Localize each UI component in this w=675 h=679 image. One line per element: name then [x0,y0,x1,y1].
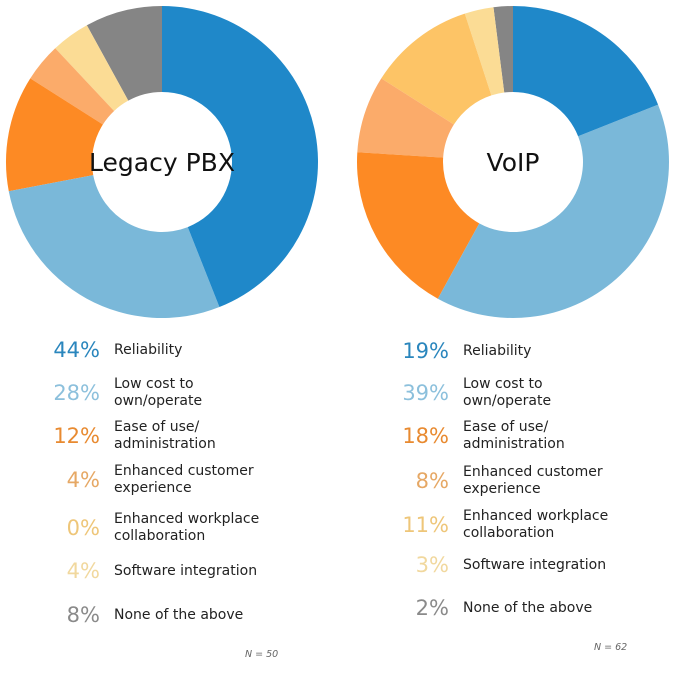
legend-item: 18% Ease of use/ administration [389,419,613,452]
donut-slice-enhanced-customer-experience [357,78,454,158]
legend-item: 12% Ease of use/ administration [40,419,264,452]
legend-item: 39% Low cost to own/operate [389,376,613,409]
donut-slice-low-cost-to-own-operate [437,104,669,318]
donut-slice-none-of-the-above [493,6,513,93]
donut-slice-software-integration [55,25,129,111]
legend-label: None of the above [114,606,244,623]
legend-label: Enhanced workplace collaboration [463,508,609,541]
legend-value: 11% [402,513,449,537]
legend-value: 4% [66,559,100,583]
donut-slice-reliability [162,6,319,308]
legend-item: 11% Enhanced workplace collaboration [389,508,613,541]
legend-label: Ease of use/ administration [463,419,565,452]
legend-value: 0% [66,516,100,540]
donut-slice-software-integration [464,7,505,96]
legend-value: 19% [402,339,449,363]
donut-slice-ease-of-use-administration [5,78,103,192]
legend-label: Ease of use/ administration [114,419,216,452]
legend-value: 8% [66,603,100,627]
voip-donut: VoIP [357,6,669,318]
donut-slice-ease-of-use-administration [357,152,480,299]
donut-slice-enhanced-customer-experience [30,48,115,125]
legend-item: 0% Enhanced workplace collaboration [40,511,264,544]
donut-slice-enhanced-workplace-collaboration [381,13,492,125]
legend-label: Enhanced workplace collaboration [114,511,260,544]
legend-item: 4% Enhanced customer experience [40,463,264,496]
legend-value: 18% [402,424,449,448]
legend-item: 2% None of the above [389,594,663,622]
donut-slice-reliability [513,6,659,137]
legend-label: Software integration [114,562,258,579]
legend-value: 44% [53,338,100,362]
donut-slice-low-cost-to-own-operate [8,175,220,318]
legend-label: Enhanced customer experience [114,463,254,496]
legend-label: Reliability [114,341,183,358]
legend-label: Reliability [463,342,532,359]
legend-value: 12% [53,424,100,448]
legacy-pbx-sample-size: N = 50 [245,649,279,660]
legend-label: None of the above [463,599,593,616]
legend-item: 28% Low cost to own/operate [40,376,264,409]
legend-value: 8% [415,469,449,493]
legend-value: 2% [415,596,449,620]
voip-center-label: VoIP [487,148,540,177]
legend-item: 8% Enhanced customer experience [389,464,613,497]
legend-label: Low cost to own/operate [463,376,552,409]
legend-label: Low cost to own/operate [114,376,203,409]
legend-label: Enhanced customer experience [463,464,603,497]
donut-slice-none-of-the-above [86,6,162,101]
legend-item: 4% Software integration [40,557,314,585]
legend-item: 3% Software integration [389,551,663,579]
legend-value: 28% [53,381,100,405]
legacy-pbx-center-label: Legacy PBX [89,148,235,177]
legend-value: 39% [402,381,449,405]
voip-sample-size: N = 62 [594,642,628,653]
legend-item: 8% None of the above [40,601,314,629]
legend-value: 3% [415,553,449,577]
legend-value: 4% [66,468,100,492]
legacy-pbx-donut: Legacy PBX [5,6,319,318]
legend-label: Software integration [463,556,607,573]
legend-item: 44% Reliability [40,336,314,364]
legend-item: 19% Reliability [389,337,663,365]
